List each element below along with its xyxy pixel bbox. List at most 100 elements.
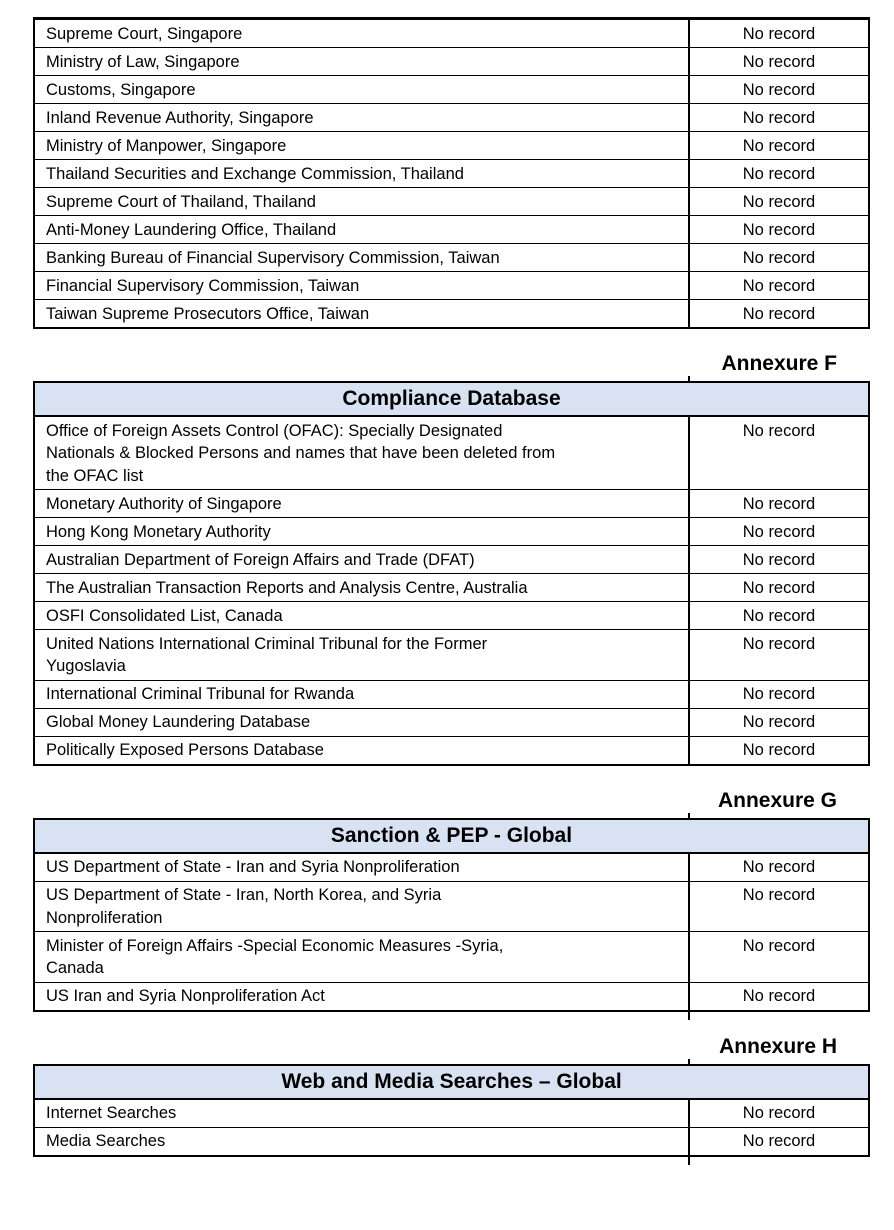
table-row: Inland Revenue Authority, Singapore No re…	[34, 103, 869, 132]
status-cell: No record	[689, 215, 869, 244]
table-row: Supreme Court, Singapore No record	[34, 18, 869, 48]
table-row: International Criminal Tribunal for Rwan…	[34, 679, 869, 708]
table-row: US Department of State - Iran and Syria …	[34, 852, 869, 881]
table-row: Internet Searches No record	[34, 1098, 869, 1127]
table-title: Sanction & PEP - Global	[34, 818, 869, 854]
source-cell: Internet Searches	[34, 1098, 690, 1127]
source-cell: Inland Revenue Authority, Singapore	[34, 103, 690, 132]
table-section-web-media: Annexure H Web and Media Searches – Glob…	[33, 1034, 871, 1165]
status-cell: No record	[689, 103, 869, 132]
table-row: Monetary Authority of Singapore No record	[34, 489, 869, 518]
table-header-row: Compliance Database	[34, 382, 869, 417]
source-cell: Global Money Laundering Database	[34, 707, 690, 736]
status-cell: No record	[689, 243, 869, 272]
source-cell: Anti-Money Laundering Office, Thailand	[34, 215, 690, 244]
table-row: Supreme Court of Thailand, Thailand No re…	[34, 187, 869, 216]
table-row: Financial Supervisory Commission, Taiwan…	[34, 271, 869, 300]
screening-table-sanction-pep: Sanction & PEP - Global US Department of…	[33, 817, 870, 1012]
table-section-regulatory: Supreme Court, Singapore No record Ministr…	[33, 17, 870, 329]
table-title: Compliance Database	[34, 382, 869, 417]
source-cell: US Department of State - Iran and Syria …	[34, 852, 690, 881]
source-cell: Banking Bureau of Financial Supervisory …	[34, 243, 690, 272]
source-cell: Taiwan Supreme Prosecutors Office, Taiwa…	[34, 299, 690, 328]
table-header-row: Sanction & PEP - Global	[34, 818, 869, 854]
status-cell: No record	[689, 629, 869, 680]
source-cell: Hong Kong Monetary Authority	[34, 517, 690, 546]
source-cell: International Criminal Tribunal for Rwan…	[34, 679, 690, 708]
table-row: Media Searches No record	[34, 1126, 870, 1156]
source-cell: Minister of Foreign Affairs -Special Eco…	[34, 931, 690, 982]
column-divider-tick	[688, 376, 690, 381]
table-section-compliance-database: Annexure F Compliance Database Office of…	[33, 351, 870, 766]
status-cell: No record	[689, 679, 869, 708]
annexure-label-g: Annexure G	[717, 788, 837, 812]
source-cell: The Australian Transaction Reports and A…	[34, 573, 690, 602]
screening-table-regulatory: Supreme Court, Singapore No record Ministr…	[33, 17, 870, 329]
table-row: Customs, Singapore No record	[34, 75, 869, 104]
table-wrap: Sanction & PEP - Global US Department of…	[33, 812, 870, 1020]
source-cell: Thailand Securities and Exchange Commiss…	[34, 159, 690, 188]
status-cell: No record	[742, 858, 816, 876]
source-cell: Politically Exposed Persons Database	[34, 735, 690, 765]
status-cell: No record	[689, 931, 869, 982]
status-cell: No record	[689, 299, 869, 328]
table-wrap: Supreme Court, Singapore No record Ministr…	[33, 17, 870, 329]
source-cell: Supreme Court, Singapore	[34, 18, 690, 48]
table-row: Office of Foreign Assets Control (OFAC):…	[34, 416, 869, 490]
table-row: Banking Bureau of Financial Supervisory …	[34, 243, 869, 272]
status-cell: No record	[689, 707, 869, 736]
table-header-row: Web and Media Searches – Global	[34, 1064, 870, 1100]
status-cell: No record	[689, 573, 869, 602]
source-cell: United Nations International Criminal Tr…	[34, 629, 690, 680]
column-divider-tick	[688, 1058, 690, 1064]
table-row: Thailand Securities and Exchange Commiss…	[34, 159, 869, 188]
column-divider-tick	[688, 812, 690, 818]
document-page: Supreme Court, Singapore No record Ministr…	[33, 17, 871, 1165]
status-cell: No record	[689, 47, 869, 76]
status-cell: No record	[689, 880, 869, 932]
source-cell: Financial Supervisory Commission, Taiwan	[34, 271, 690, 300]
table-row: Australian Department of Foreign Affairs…	[34, 545, 869, 574]
screening-table-compliance-database: Compliance Database Office of Foreign As…	[33, 381, 870, 766]
annexure-label-h: Annexure H	[719, 1034, 837, 1058]
status-cell: No record	[689, 187, 869, 216]
table-row: Ministry of Manpower, Singapore No record	[34, 131, 869, 160]
status-cell: No record	[689, 159, 869, 188]
source-cell: Office of Foreign Assets Control (OFAC):…	[34, 416, 690, 490]
status-cell: No record	[742, 24, 816, 43]
table-row: Ministry of Law, Singapore No record	[34, 47, 869, 76]
status-cell: No record	[689, 517, 869, 546]
table-section-sanction-pep: Annexure G Sanction & PEP - Global US De…	[33, 788, 870, 1020]
table-row: United Nations International Criminal Tr…	[34, 629, 869, 680]
table-wrap: Web and Media Searches – Global Internet…	[33, 1058, 871, 1165]
table-row: Politically Exposed Persons Database No r…	[34, 735, 869, 765]
status-cell: No record	[689, 601, 869, 630]
status-cell: No record	[689, 1126, 870, 1156]
status-cell: No record	[689, 75, 869, 104]
status-cell: No record	[689, 545, 869, 574]
source-cell: Ministry of Manpower, Singapore	[34, 131, 690, 160]
table-row: OSFI Consolidated List, Canada No record	[34, 601, 869, 630]
source-cell: Ministry of Law, Singapore	[34, 47, 690, 76]
status-cell: No record	[689, 735, 869, 765]
annexure-label-f: Annexure F	[721, 352, 837, 375]
table-row: Hong Kong Monetary Authority No record	[34, 517, 869, 546]
source-cell: Monetary Authority of Singapore	[34, 489, 690, 518]
source-cell: US Iran and Syria Nonproliferation Act	[34, 981, 690, 1011]
status-cell: No record	[689, 981, 869, 1011]
table-wrap: Compliance Database Office of Foreign As…	[33, 376, 870, 766]
status-cell: No record	[742, 1104, 816, 1122]
status-cell: No record	[689, 489, 869, 518]
table-row: Anti-Money Laundering Office, Thailand No…	[34, 215, 869, 244]
table-row: US Iran and Syria Nonproliferation Act No…	[34, 981, 869, 1011]
status-cell: No record	[689, 271, 869, 300]
table-row: Global Money Laundering Database No recor…	[34, 707, 869, 736]
source-cell: Customs, Singapore	[34, 75, 690, 104]
table-row: US Department of State - Iran, North Kor…	[34, 880, 869, 932]
source-cell: OSFI Consolidated List, Canada	[34, 601, 690, 630]
status-cell: No record	[689, 131, 869, 160]
source-cell: Supreme Court of Thailand, Thailand	[34, 187, 690, 216]
table-row: Taiwan Supreme Prosecutors Office, Taiwa…	[34, 299, 869, 328]
source-cell: Media Searches	[34, 1126, 690, 1156]
table-row: Minister of Foreign Affairs -Special Eco…	[34, 931, 869, 982]
